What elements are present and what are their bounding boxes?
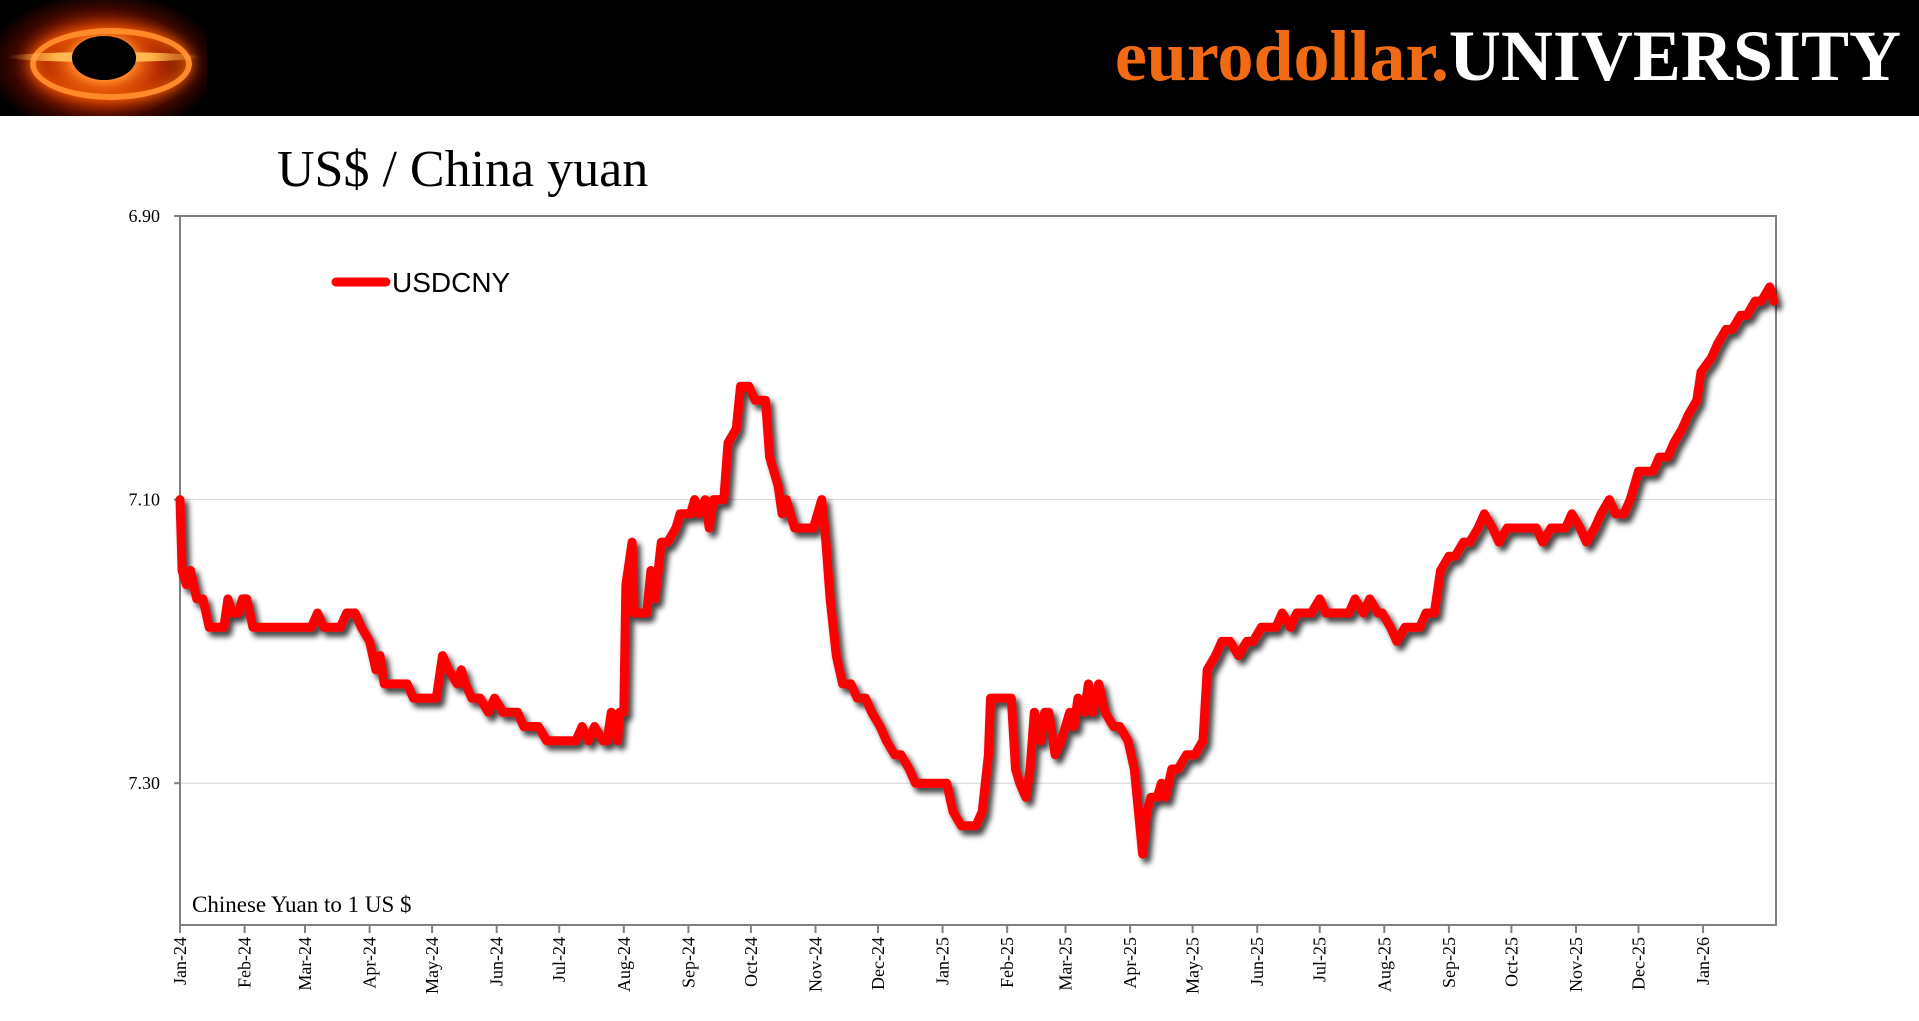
x-tick-label: Sep-24 — [678, 937, 698, 988]
chart-annotation: Chinese Yuan to 1 US $ — [192, 892, 412, 917]
x-tick-label: Jun-25 — [1247, 937, 1267, 986]
y-tick-label: 6.90 — [129, 206, 161, 226]
legend: USDCNY — [331, 267, 511, 298]
logo-ring — [30, 28, 192, 100]
black-hole-logo-icon — [0, 0, 207, 116]
x-tick-label: May-24 — [422, 937, 442, 994]
y-tick-label: 7.30 — [129, 773, 161, 793]
brand-part-university: UNIVERSITY — [1448, 16, 1901, 96]
series-line-usdcny — [175, 282, 1779, 859]
x-tick-label: Apr-24 — [360, 937, 380, 989]
x-tick-label: Nov-25 — [1566, 937, 1586, 992]
x-tick-label: Dec-25 — [1628, 937, 1648, 990]
brand-part-eurodollar: eurodollar. — [1114, 16, 1449, 96]
x-tick-label: Jan-25 — [933, 937, 953, 985]
x-tick-label: Dec-24 — [868, 937, 888, 990]
x-tick-label: May-25 — [1183, 937, 1203, 994]
x-tick-label: Jun-24 — [487, 937, 507, 986]
x-tick-label: Aug-24 — [614, 937, 634, 992]
brand-wordmark[interactable]: eurodollar.UNIVERSITY — [1115, 6, 1901, 106]
x-tick-label: Feb-24 — [235, 937, 255, 988]
x-tick-label: Mar-24 — [295, 937, 315, 991]
header-bar: eurodollar.UNIVERSITY — [0, 0, 1919, 116]
x-tick-label: Jul-25 — [1310, 937, 1330, 982]
x-tick-label: Mar-25 — [1056, 937, 1076, 991]
x-axis-ticks: Jan-24 Feb-24 Mar-24 Apr-24 May-24 Jun-24 Jul-… — [170, 925, 1713, 994]
chart-title: US$ / China yuan — [277, 141, 649, 198]
y-axis-ticks: 6.90 7.10 7.30 — [129, 206, 180, 793]
x-tick-label: Oct-24 — [741, 937, 761, 987]
x-tick-label: Jan-24 — [170, 937, 190, 985]
logo-core — [72, 36, 136, 80]
x-tick-label: Jan-26 — [1693, 937, 1713, 985]
y-tick-label: 7.10 — [129, 490, 161, 510]
x-tick-label: Jul-24 — [549, 937, 569, 982]
x-tick-label: Nov-24 — [805, 937, 825, 992]
x-tick-label: Apr-25 — [1120, 937, 1140, 989]
x-tick-label: Aug-25 — [1374, 937, 1394, 992]
x-tick-label: Sep-25 — [1439, 937, 1459, 988]
x-tick-label: Oct-25 — [1501, 937, 1521, 987]
legend-label-usdcny: USDCNY — [392, 267, 511, 298]
x-tick-label: Feb-25 — [997, 937, 1017, 988]
